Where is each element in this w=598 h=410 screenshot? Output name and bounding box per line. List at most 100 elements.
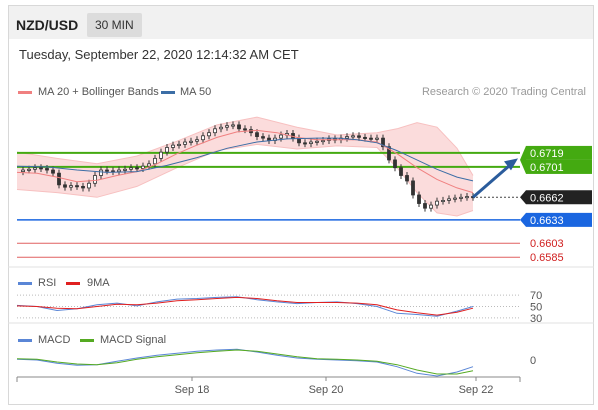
price-candle <box>87 182 91 189</box>
price-candle <box>207 132 211 137</box>
price-candle <box>375 137 379 140</box>
price-candle <box>141 165 145 169</box>
projection-arrow-shaft <box>472 162 513 199</box>
price-candle <box>21 169 25 173</box>
price-candle <box>147 163 151 167</box>
credit-label: Research © 2020 Trading Central <box>422 86 586 98</box>
legend-swatch-macd <box>18 339 32 342</box>
macd-signal-line <box>16 349 474 375</box>
price-candle <box>459 196 463 199</box>
price-candle <box>387 146 391 161</box>
price-candle <box>99 169 103 176</box>
x-axis-tick-label: Sep 18 <box>175 384 210 396</box>
price-candle <box>321 140 325 143</box>
price-candle <box>369 137 373 140</box>
price-candle <box>117 169 121 173</box>
legend-rsi-9ma-label: 9MA <box>87 277 110 289</box>
price-candle <box>411 180 415 196</box>
legend-ma50-label: MA 50 <box>180 86 211 98</box>
ma20-line <box>16 129 474 194</box>
timeframe-badge[interactable]: 30 MIN <box>87 13 142 37</box>
price-candle <box>363 136 367 139</box>
price-candle <box>171 144 175 148</box>
price-candle <box>27 168 31 171</box>
price-candle <box>309 141 313 144</box>
price-candle <box>267 137 271 141</box>
x-axis-tick-label: Sep 22 <box>459 384 494 396</box>
price-candle <box>69 185 73 188</box>
price-candle <box>33 167 37 170</box>
price-candle <box>177 143 181 146</box>
price-candle <box>225 125 229 128</box>
price-candle <box>195 139 199 142</box>
header-bar: NZD/USD 30 MIN <box>9 6 593 39</box>
current-price-label: 0.6662 <box>530 192 564 204</box>
resistance-label-pointer <box>520 145 526 174</box>
chart-card: NZD/USD 30 MIN Tuesday, September 22, 20… <box>8 5 594 405</box>
price-candle <box>435 200 439 206</box>
price-candle <box>135 167 139 170</box>
resistance-level-label: 0.6719 <box>530 148 564 160</box>
legend-rsi-label: RSI <box>38 277 56 289</box>
price-candle <box>303 142 307 145</box>
price-candle <box>57 172 61 186</box>
price-candle <box>453 197 457 200</box>
price-candle <box>237 124 241 130</box>
price-candle <box>279 134 283 139</box>
price-candle <box>219 126 223 130</box>
price-candle <box>315 140 319 143</box>
price-candle <box>39 167 43 170</box>
price-candle <box>429 204 433 209</box>
projection-arrow-head <box>504 158 518 171</box>
legend-swatch-rsi-9ma <box>66 282 80 285</box>
legend-macd-label: MACD <box>38 334 70 346</box>
resistance-label-bg <box>526 159 592 174</box>
x-axis-tick-label: Sep 20 <box>309 384 344 396</box>
price-candle <box>63 184 67 188</box>
rsi-tick-label: 30 <box>530 313 542 325</box>
minor-support-label: 0.6585 <box>530 252 564 264</box>
legend-swatch-macd-signal <box>80 339 94 342</box>
rsi-tick-label: 50 <box>530 302 542 314</box>
price-candle <box>123 168 127 171</box>
price-candle <box>417 194 421 204</box>
price-candle <box>261 136 265 139</box>
resistance-level-label: 0.6701 <box>530 162 564 174</box>
datetime-label: Tuesday, September 22, 2020 12:14:32 AM … <box>19 47 299 62</box>
resistance-label-bg <box>526 145 592 160</box>
price-candle <box>351 135 355 138</box>
currency-pair: NZD/USD <box>16 17 79 33</box>
price-candle <box>189 140 193 143</box>
price-candle <box>405 175 409 182</box>
price-candle <box>243 128 247 131</box>
legend-swatch-rsi <box>18 282 32 285</box>
macd-tick-label: 0 <box>530 355 536 367</box>
legend-ma20-label: MA 20 + Bollinger Bands <box>38 86 159 98</box>
bollinger-upper <box>16 116 474 176</box>
support-label-bg <box>520 212 592 227</box>
support-level-label: 0.6633 <box>530 215 564 227</box>
price-candle <box>393 159 397 169</box>
legend-macd-signal-label: MACD Signal <box>100 334 166 346</box>
price-candle <box>201 135 205 141</box>
price-candle <box>357 135 361 138</box>
price-candle <box>93 175 97 184</box>
current-price-label-bg <box>520 190 592 205</box>
price-candle <box>45 168 49 171</box>
price-candle <box>81 185 85 189</box>
price-candle <box>213 128 217 134</box>
price-candle <box>231 124 235 127</box>
minor-support-label: 0.6603 <box>530 238 564 250</box>
price-candle <box>51 169 55 174</box>
legend-swatch-ma20 <box>18 91 32 94</box>
price-candle <box>399 167 403 176</box>
price-candle <box>381 137 385 148</box>
price-candle <box>447 198 451 201</box>
ma50-line <box>16 137 474 182</box>
price-candle <box>159 151 163 159</box>
rsi-tick-label: 70 <box>530 290 542 302</box>
price-candle <box>165 147 169 153</box>
price-candle <box>465 196 469 199</box>
price-candle <box>75 185 79 188</box>
